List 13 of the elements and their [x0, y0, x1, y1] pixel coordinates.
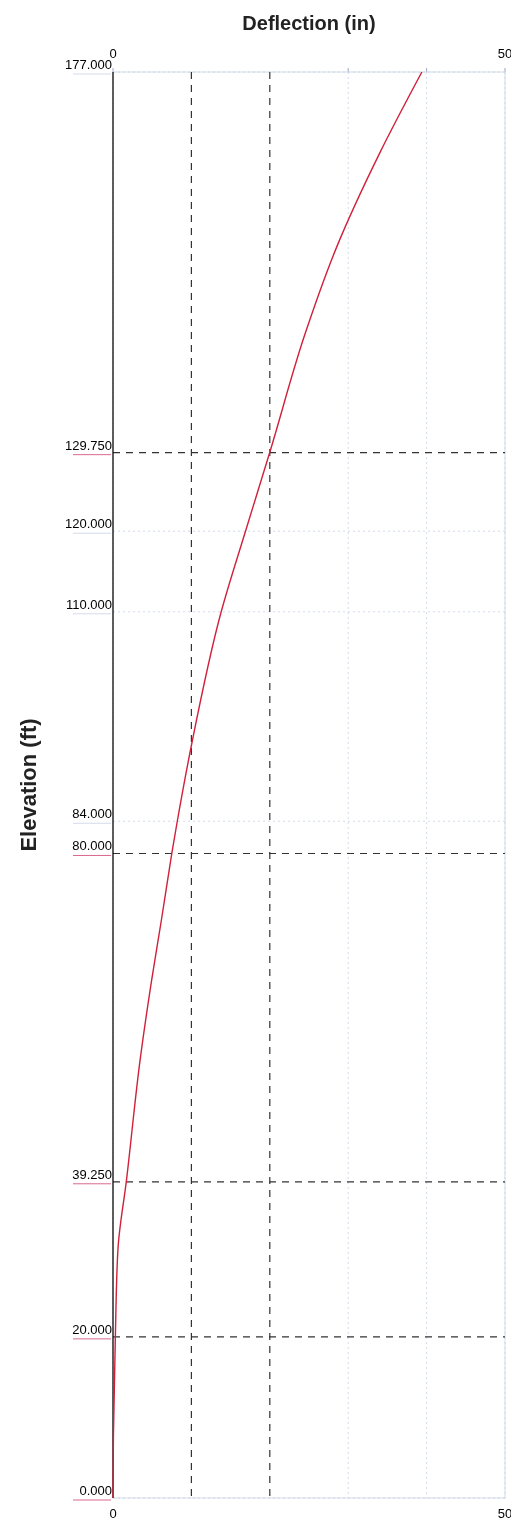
y-tick-label: 177.000 — [65, 57, 112, 72]
y-tick-label: 84.000 — [72, 806, 112, 822]
ref-line-label: 129.750 — [65, 437, 112, 453]
y-tick-label: 120.000 — [65, 516, 112, 532]
x2-axis-title: Deflection (in) — [242, 12, 376, 34]
x2-tick-label: 50 — [497, 46, 513, 61]
y-tick-label: 0.000 — [79, 1483, 112, 1498]
ref-line-label: 80.000 — [72, 838, 112, 854]
ref-line-label: 39.250 — [72, 1166, 112, 1182]
x2-tick-label: 0 — [109, 46, 117, 61]
y-tick-label: 110.000 — [65, 596, 112, 612]
y-axis-title: Elevation (ft) — [16, 718, 41, 852]
ref-line-label: 20.000 — [72, 1321, 112, 1337]
